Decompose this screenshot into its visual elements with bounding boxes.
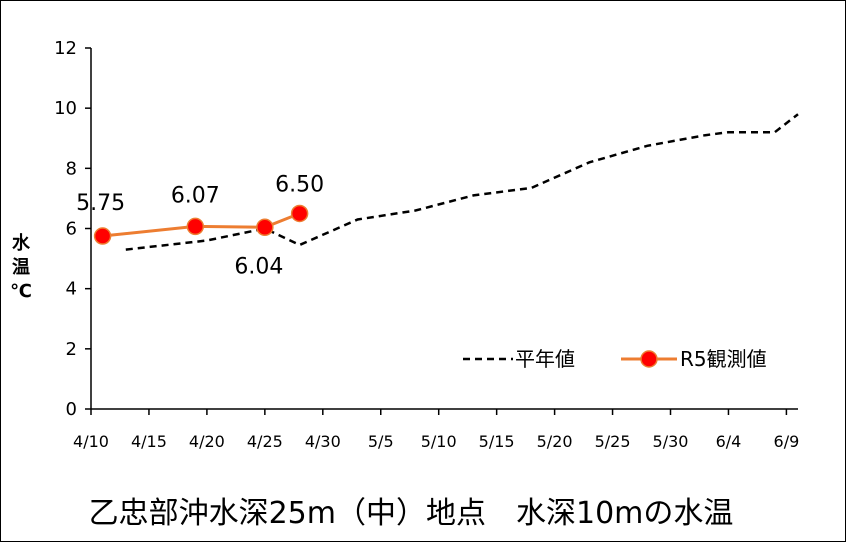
y-tick-labels: 0 2 4 6 8 10 12 bbox=[54, 38, 77, 420]
x-tick-label: 4/30 bbox=[305, 432, 341, 451]
x-tick-label: 4/20 bbox=[189, 432, 225, 451]
x-tick-label: 4/15 bbox=[131, 432, 167, 451]
x-tick-label: 5/10 bbox=[421, 432, 457, 451]
normal-year-line bbox=[125, 113, 799, 251]
x-tick-label: 5/20 bbox=[537, 432, 573, 451]
x-tick-label: 5/5 bbox=[368, 432, 394, 451]
x-tick-labels: 4/10 4/15 4/20 4/25 4/30 5/5 5/10 5/15 5/20 5/25 5… bbox=[73, 432, 799, 451]
x-tick-label: 4/25 bbox=[247, 432, 283, 451]
series-r5-observed: 5.75 6.07 6.04 6.50 bbox=[76, 172, 324, 279]
y-axis-label-char: 水 bbox=[12, 232, 31, 254]
x-tick-label: 5/30 bbox=[653, 432, 689, 451]
legend: 平年値 R5観測値 bbox=[463, 347, 767, 371]
y-tick-label: 10 bbox=[54, 98, 77, 119]
chart-title: 乙忠部沖水深25m（中）地点 水深10mの水温 bbox=[89, 496, 734, 531]
observed-line bbox=[102, 212, 301, 238]
y-tick-label: 8 bbox=[66, 158, 77, 179]
axes bbox=[85, 47, 798, 415]
x-tick-label: 5/25 bbox=[595, 432, 631, 451]
series-layer: 5.75 6.07 6.04 6.50 bbox=[76, 113, 799, 279]
y-axis-label: 水温 ℃ bbox=[10, 232, 32, 302]
x-tick-label: 6/9 bbox=[774, 432, 800, 451]
data-label: 5.75 bbox=[76, 191, 125, 216]
data-point-marker bbox=[256, 218, 274, 237]
x-tick-label: 4/10 bbox=[73, 432, 109, 451]
legend-label-r5-observed: R5観測値 bbox=[680, 347, 767, 371]
y-tick-label: 6 bbox=[66, 219, 77, 240]
y-tick-label: 4 bbox=[66, 279, 77, 300]
data-label: 6.04 bbox=[234, 254, 283, 279]
data-point-marker bbox=[290, 204, 309, 223]
data-point-marker bbox=[93, 227, 112, 245]
y-tick-label: 2 bbox=[66, 339, 77, 360]
y-axis-label-char: ℃ bbox=[10, 281, 32, 302]
data-point-marker bbox=[186, 217, 205, 236]
data-label: 6.07 bbox=[171, 183, 220, 208]
series-normal-year bbox=[125, 113, 799, 251]
y-tick-label: 12 bbox=[54, 38, 77, 59]
y-axis-label-char: 温 bbox=[12, 257, 30, 278]
x-tick-label: 5/15 bbox=[479, 432, 515, 451]
y-tick-label: 0 bbox=[66, 399, 77, 420]
x-tick-label: 6/4 bbox=[716, 432, 742, 451]
legend-marker-r5-observed bbox=[640, 350, 658, 368]
legend-label-normal-year: 平年値 bbox=[515, 347, 575, 371]
data-label: 6.50 bbox=[275, 172, 324, 197]
